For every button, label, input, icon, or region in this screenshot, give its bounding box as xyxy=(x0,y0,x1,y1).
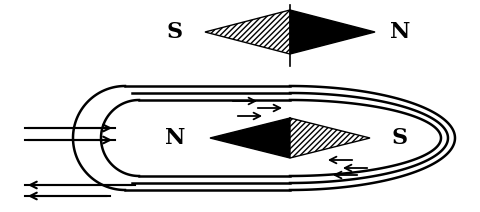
Polygon shape xyxy=(290,118,370,158)
Polygon shape xyxy=(210,118,290,158)
Text: N: N xyxy=(390,21,410,43)
Text: S: S xyxy=(167,21,183,43)
Text: S: S xyxy=(392,127,408,149)
Text: N: N xyxy=(165,127,185,149)
Polygon shape xyxy=(205,10,290,54)
Polygon shape xyxy=(290,10,375,54)
